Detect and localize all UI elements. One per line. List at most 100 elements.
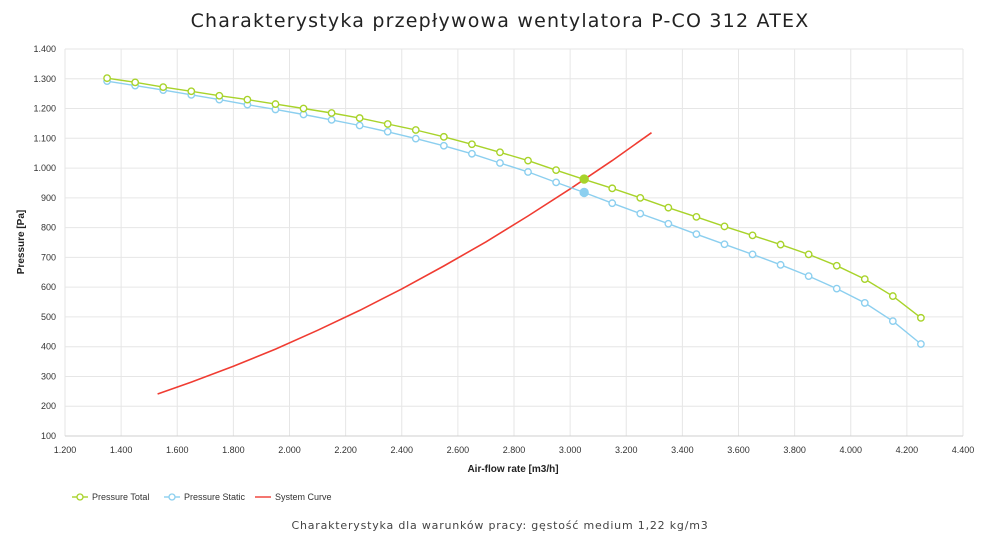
x-tick-label: 2.600 bbox=[447, 445, 470, 455]
legend-marker bbox=[76, 493, 84, 501]
data-point bbox=[552, 178, 560, 187]
y-tick-label: 1.000 bbox=[33, 163, 56, 173]
data-point bbox=[439, 141, 448, 150]
data-point bbox=[692, 212, 701, 221]
y-tick-label: 900 bbox=[41, 193, 56, 203]
operating-point bbox=[579, 174, 589, 184]
data-point bbox=[860, 275, 869, 284]
data-point bbox=[327, 109, 336, 117]
data-point bbox=[103, 74, 111, 83]
legend-label: Pressure Static bbox=[184, 492, 246, 502]
legend-label: System Curve bbox=[275, 492, 332, 502]
data-point bbox=[748, 250, 757, 259]
grid-lines bbox=[64, 48, 964, 437]
y-tick-label: 200 bbox=[41, 401, 56, 411]
y-tick-label: 600 bbox=[41, 282, 56, 292]
data-point bbox=[832, 261, 841, 270]
y-tick-label: 1.200 bbox=[33, 104, 56, 114]
series-system-curve bbox=[157, 132, 652, 395]
data-point bbox=[636, 193, 645, 202]
x-tick-label: 1.400 bbox=[110, 445, 133, 455]
data-point bbox=[860, 299, 869, 307]
data-point bbox=[355, 114, 364, 122]
x-tick-label: 1.600 bbox=[166, 445, 189, 455]
x-tick-label: 3.000 bbox=[559, 445, 582, 455]
data-point bbox=[664, 203, 673, 212]
data-point bbox=[804, 250, 813, 259]
data-point bbox=[243, 95, 252, 104]
y-tick-label: 400 bbox=[41, 342, 56, 352]
x-tick-label: 3.400 bbox=[671, 445, 694, 455]
y-axis-ticks: 100 200 300 400 500 600 700 800 900 1.000 1.100 1.2… bbox=[33, 44, 56, 441]
x-tick-label: 3.200 bbox=[615, 445, 638, 455]
data-point bbox=[692, 230, 701, 239]
x-tick-label: 1.200 bbox=[54, 445, 77, 455]
x-tick-label: 4.200 bbox=[896, 445, 919, 455]
data-point bbox=[299, 104, 308, 113]
data-point bbox=[468, 149, 476, 158]
data-point bbox=[888, 317, 897, 325]
data-point bbox=[187, 87, 196, 96]
data-point bbox=[776, 260, 785, 269]
data-point bbox=[327, 115, 336, 124]
data-point bbox=[804, 272, 813, 281]
data-point bbox=[608, 184, 617, 193]
x-tick-label: 3.600 bbox=[727, 445, 750, 455]
data-point bbox=[608, 199, 617, 208]
data-point bbox=[917, 313, 925, 322]
y-tick-label: 1.100 bbox=[33, 133, 56, 143]
data-point bbox=[383, 127, 392, 136]
x-tick-label: 2.400 bbox=[390, 445, 413, 455]
data-point bbox=[552, 166, 560, 175]
legend: Pressure Total Pressure Static System Curv… bbox=[72, 492, 332, 502]
x-tick-label: 4.000 bbox=[839, 445, 862, 455]
data-point bbox=[748, 231, 757, 240]
data-point bbox=[720, 240, 729, 249]
data-point bbox=[888, 292, 897, 300]
legend-marker bbox=[168, 493, 176, 501]
series-layer bbox=[103, 74, 925, 395]
x-tick-label: 3.800 bbox=[783, 445, 806, 455]
y-tick-label: 100 bbox=[41, 431, 56, 441]
data-point bbox=[524, 156, 532, 165]
y-tick-label: 800 bbox=[41, 223, 56, 233]
legend-item-pressure-static: Pressure Static bbox=[164, 492, 246, 502]
data-point bbox=[159, 83, 168, 92]
series-line-system-curve bbox=[157, 132, 652, 395]
data-point bbox=[271, 100, 280, 108]
data-point bbox=[636, 209, 645, 218]
data-point bbox=[468, 140, 476, 149]
x-axis-ticks: 1.200 1.400 1.600 1.800 2.000 2.200 2.400 2.600… bbox=[54, 445, 975, 455]
x-tick-label: 1.800 bbox=[222, 445, 245, 455]
x-axis-label: Air-flow rate [m3/h] bbox=[467, 464, 558, 475]
data-point bbox=[411, 126, 420, 134]
x-tick-label: 4.400 bbox=[952, 445, 975, 455]
y-tick-label: 1.400 bbox=[33, 44, 56, 54]
x-tick-label: 2.000 bbox=[278, 445, 301, 455]
y-tick-label: 700 bbox=[41, 252, 56, 262]
data-point bbox=[832, 284, 841, 293]
data-point bbox=[439, 132, 448, 141]
data-point bbox=[215, 91, 224, 100]
series-line-pressure-total bbox=[106, 77, 922, 319]
data-point bbox=[524, 168, 532, 176]
legend-label: Pressure Total bbox=[92, 492, 149, 502]
data-point bbox=[411, 134, 420, 143]
y-tick-label: 500 bbox=[41, 312, 56, 322]
series-line-pressure-static bbox=[106, 80, 922, 345]
data-point bbox=[131, 78, 140, 87]
data-point bbox=[917, 340, 925, 348]
legend-item-pressure-total: Pressure Total bbox=[72, 492, 149, 502]
chart-title: Charakterystyka przepływowa wentylatora … bbox=[190, 10, 810, 32]
x-tick-label: 2.200 bbox=[334, 445, 357, 455]
data-point bbox=[383, 120, 392, 128]
y-tick-label: 1.300 bbox=[33, 74, 56, 84]
data-point bbox=[720, 222, 729, 231]
data-point bbox=[496, 159, 504, 167]
chart-subtitle: Charakterystyka dla warunków pracy: gęst… bbox=[291, 519, 709, 532]
data-point bbox=[664, 219, 673, 228]
y-tick-label: 300 bbox=[41, 371, 56, 381]
legend-item-system-curve: System Curve bbox=[255, 492, 332, 502]
y-axis-label: Pressure [Pa] bbox=[16, 210, 27, 274]
